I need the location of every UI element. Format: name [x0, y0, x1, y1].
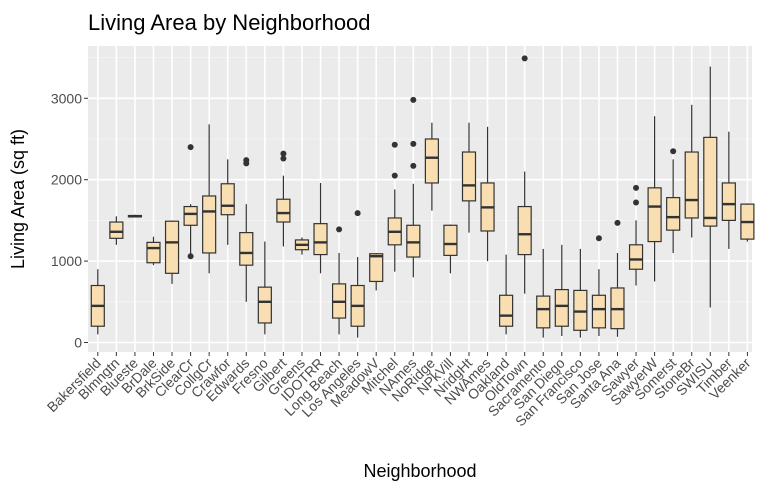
box-iqr: [517, 205, 532, 256]
box-iqr: [369, 253, 384, 283]
y-tick-label: 2000: [51, 172, 82, 188]
box-names: [406, 96, 421, 278]
box-nridght: [461, 122, 477, 233]
box-somerst: [666, 148, 681, 253]
box-swisu: [703, 66, 718, 308]
box-collgcr: [202, 124, 217, 274]
y-axis-title: Living Area (sq ft): [8, 129, 28, 269]
box-npkvill: [443, 224, 458, 274]
outlier-point: [521, 55, 528, 62]
box-sacramento: [536, 248, 551, 338]
outlier-point: [187, 144, 194, 151]
y-tick-label: 0: [74, 335, 82, 351]
box-iqr: [257, 286, 272, 324]
box-crawfor: [220, 159, 235, 245]
box-iqr: [109, 221, 124, 239]
y-tick-label: 3000: [51, 90, 82, 106]
box-iqr: [164, 220, 180, 274]
box-greens: [294, 237, 310, 255]
outlier-point: [391, 172, 398, 179]
outlier-point: [280, 155, 287, 162]
box-iqr: [313, 223, 328, 256]
outlier-point: [391, 141, 398, 148]
outlier-point: [410, 162, 417, 169]
outlier-point: [280, 150, 287, 157]
box-iqr: [554, 288, 569, 327]
box-mitchel: [387, 141, 402, 272]
box-series: [90, 55, 755, 338]
box-meadowv: [369, 252, 384, 291]
box-noridge: [424, 122, 439, 211]
box-santa-ana: [610, 219, 625, 337]
box-bakersfield: [90, 269, 105, 335]
outlier-point: [243, 157, 250, 164]
box-iqr: [424, 138, 439, 184]
box-iqr: [461, 151, 477, 202]
box-iqr: [536, 295, 551, 329]
box-stonebr: [684, 104, 699, 238]
box-iqr: [443, 224, 458, 257]
plot-panel: [88, 46, 752, 352]
outlier-point: [614, 219, 621, 226]
box-brdale: [146, 236, 161, 266]
box-clearcr: [183, 144, 198, 260]
box-brkside: [164, 220, 180, 284]
box-san-francisco: [573, 248, 588, 338]
box-iqr: [647, 187, 662, 243]
box-iqr: [666, 197, 681, 231]
x-axis: BakersfieldBlmngtnBluesteBrDaleBrkSideCl…: [44, 352, 754, 429]
box-idotrr: [313, 182, 328, 274]
box-long-beach: [331, 226, 347, 335]
box-iqr: [591, 294, 607, 329]
box-blmngtn: [109, 216, 124, 245]
box-sawyer: [628, 184, 644, 286]
box-iqr: [499, 294, 514, 327]
outlier-point: [410, 96, 417, 103]
box-iqr: [573, 289, 588, 331]
box-iqr: [406, 224, 421, 258]
outlier-point: [670, 148, 677, 155]
box-san-jose: [591, 235, 607, 336]
outlier-point: [354, 210, 361, 217]
outlier-point: [336, 226, 343, 233]
box-iqr: [721, 182, 736, 221]
box-oldtown: [517, 55, 532, 294]
box-iqr: [239, 232, 254, 266]
box-iqr: [703, 136, 718, 227]
box-veenker: [740, 203, 755, 242]
x-axis-title: Neighborhood: [363, 461, 476, 481]
box-edwards: [239, 157, 254, 302]
y-tick-label: 1000: [51, 253, 82, 269]
box-iqr: [183, 205, 198, 226]
box-san-diego: [554, 244, 569, 336]
box-iqr: [146, 241, 161, 264]
box-los-angeles: [350, 210, 365, 338]
outlier-point: [410, 140, 417, 147]
box-fresno: [257, 241, 272, 335]
outlier-point: [633, 199, 640, 206]
box-iqr: [628, 244, 644, 270]
outlier-point: [187, 253, 194, 260]
y-axis: 0 1000 2000 3000: [51, 90, 88, 351]
box-blueste: [127, 214, 143, 218]
chart-title: Living Area by Neighborhood: [88, 10, 371, 35]
box-oakland: [499, 254, 514, 335]
box-iqr: [276, 198, 291, 223]
box-iqr: [220, 183, 235, 216]
box-nwames: [480, 126, 495, 262]
outlier-point: [595, 235, 602, 242]
box-iqr: [684, 151, 699, 219]
box-sawyerw: [647, 116, 662, 282]
outlier-point: [633, 184, 640, 191]
box-timber: [721, 131, 736, 249]
box-iqr: [202, 195, 217, 254]
box-gilbert: [276, 150, 291, 247]
